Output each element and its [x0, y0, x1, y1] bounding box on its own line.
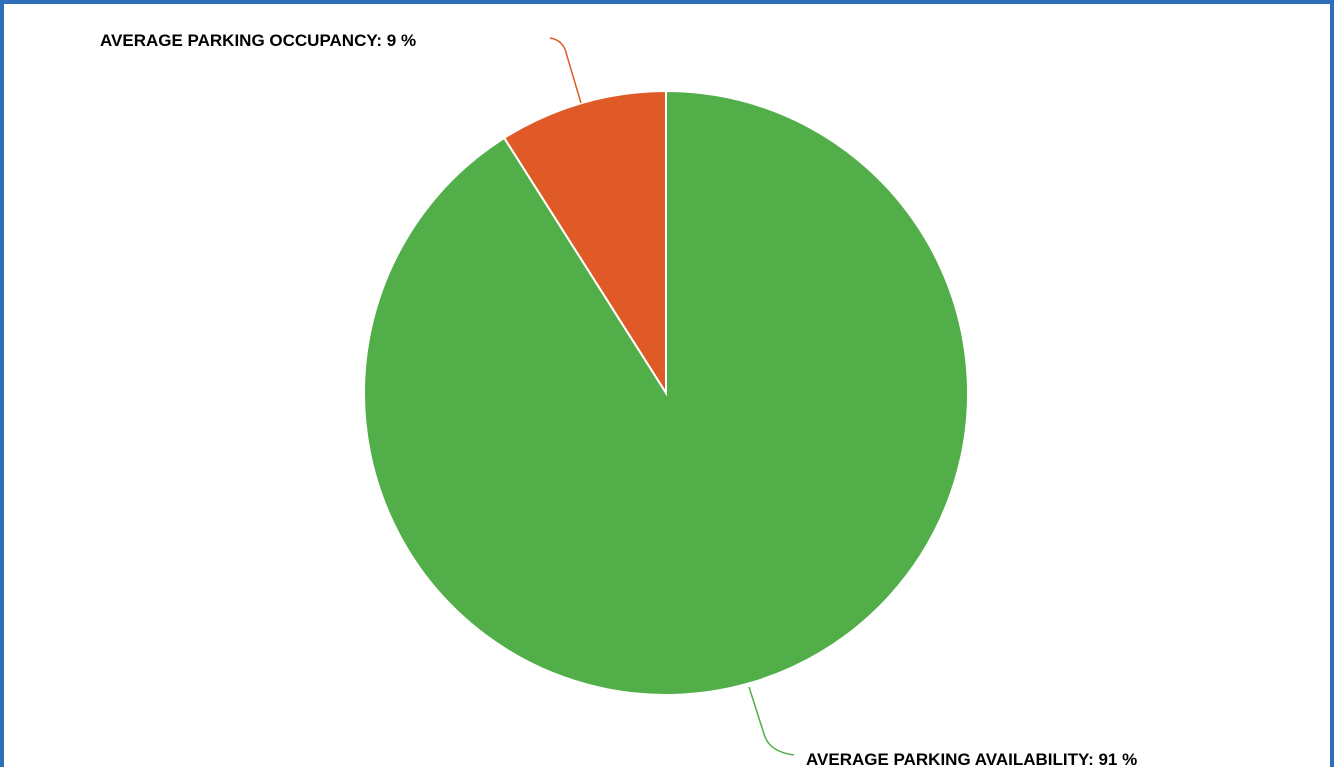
pie-slice-occupancy[interactable]	[502, 89, 667, 397]
slice-label-availability: AVERAGE PARKING AVAILABILITY: 91 %	[806, 750, 1137, 769]
connector-line-occupancy	[549, 37, 582, 104]
connector-line-availability	[748, 686, 795, 756]
slice-label-occupancy: AVERAGE PARKING OCCUPANCY: 9 %	[100, 31, 416, 50]
pie-chart: AVERAGE PARKING OCCUPANCY: 9 % AVERAGE P…	[100, 31, 1137, 769]
pie-slice-availability[interactable]	[362, 89, 969, 696]
